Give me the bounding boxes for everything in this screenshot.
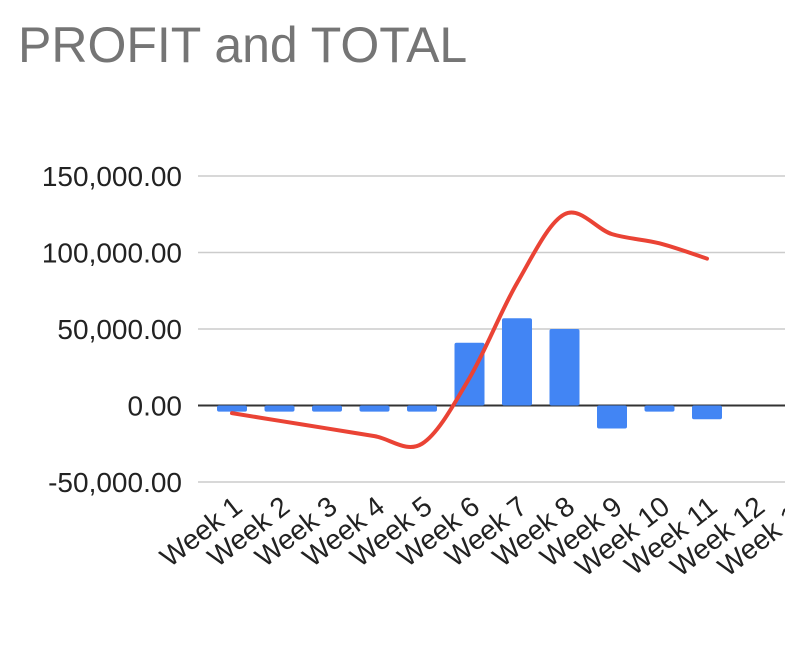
bar-week-11 xyxy=(692,405,722,420)
bar-week-7 xyxy=(502,318,532,406)
bar-week-9 xyxy=(597,405,627,429)
y-tick-label: 150,000.00 xyxy=(42,161,182,192)
grid-lines xyxy=(198,175,785,483)
y-tick-label: 50,000.00 xyxy=(57,314,182,345)
bar-week-4 xyxy=(359,405,390,412)
chart-title: PROFIT and TOTAL xyxy=(18,17,468,73)
total-series-line xyxy=(230,210,709,449)
total-line xyxy=(230,210,709,449)
bar-week-5 xyxy=(407,405,437,412)
y-axis-ticks: 150,000.00 100,000.00 50,000.00 0.00 -50,000… xyxy=(42,161,182,498)
bar-week-8 xyxy=(549,329,580,406)
y-tick-label: 0.00 xyxy=(128,391,183,422)
bar-week-1 xyxy=(217,405,247,412)
profit-bars xyxy=(217,318,722,429)
bar-week-3 xyxy=(312,405,342,412)
bar-week-10 xyxy=(644,405,675,412)
y-tick-label: 100,000.00 xyxy=(42,238,182,269)
y-tick-label: -50,000.00 xyxy=(48,467,182,498)
bar-week-2 xyxy=(264,405,295,412)
